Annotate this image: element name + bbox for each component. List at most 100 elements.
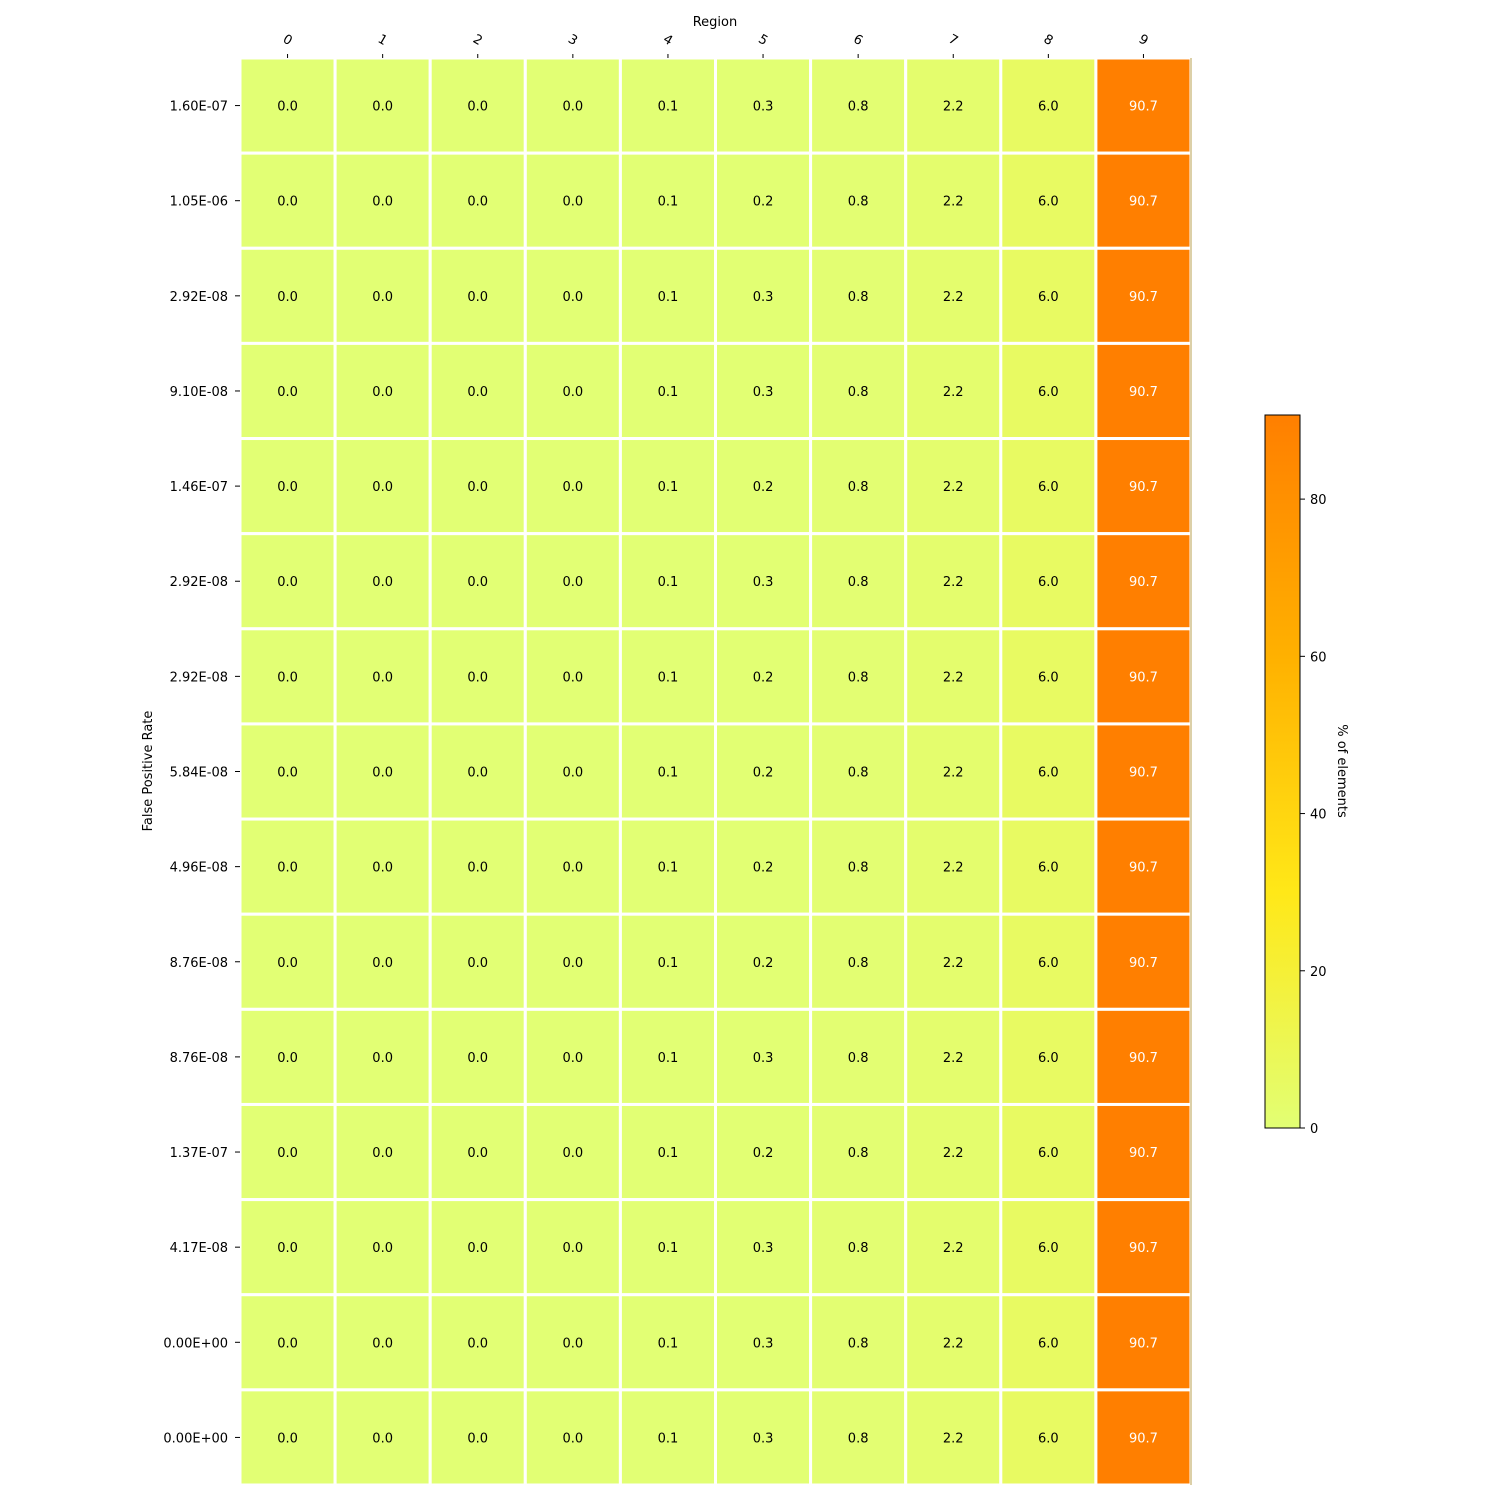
cell-value-label: 0.0 [467,1431,488,1446]
x-tick-label: 4 [660,32,675,49]
cell-value-label: 0.0 [277,1241,298,1256]
heatmap-cell [618,817,718,916]
heatmap-cell [714,1102,813,1202]
heatmap-cell [999,532,1098,631]
heatmap-cell [999,817,1098,916]
cell-value-label: 0.0 [372,1146,393,1161]
cell-value-label: 0.1 [658,290,679,305]
y-tick-label: 1.46E-07 [170,480,228,495]
cell-value-label: 0.1 [658,1241,679,1256]
cell-value-label: 90.7 [1129,290,1158,305]
cell-value-label: 0.0 [563,670,584,685]
heatmap-cell [904,56,1003,155]
cell-value-label: 0.0 [372,861,393,876]
cell-value-label: 0.0 [467,290,488,305]
cell-value-label: 0.0 [372,1051,393,1066]
cell-value-label: 0.0 [467,575,488,590]
cell-value-label: 2.2 [943,1241,964,1256]
heatmap-cell [1094,1102,1193,1202]
x-tick-label: 1 [375,32,390,49]
heatmap-cell [714,56,813,155]
colorbar-tick-label: 20 [1310,965,1327,980]
cell-value-label: 0.0 [563,195,584,210]
heatmap-cell [999,722,1098,821]
cell-value-label: 0.0 [467,100,488,115]
heatmap-cell [809,912,908,1011]
cell-value-label: 0.3 [753,1336,774,1351]
cell-value-label: 0.3 [753,1431,774,1446]
cell-value-label: 2.2 [943,290,964,305]
cell-value-label: 0.8 [848,1146,869,1161]
cell-value-label: 2.2 [943,480,964,495]
heatmap-cell [333,1388,432,1487]
cell-value-label: 0.1 [658,861,679,876]
cell-value-label: 2.2 [943,385,964,400]
heatmap-cell [904,437,1003,536]
heatmap-cell [523,1007,622,1106]
y-tick-label: 9.10E-08 [170,385,228,400]
cell-value-label: 0.3 [753,575,774,590]
heatmap-cell [1094,1388,1193,1487]
cell-value-label: 0.3 [753,100,774,115]
cell-value-label: 0.8 [848,480,869,495]
heatmap-cell [333,56,432,155]
cell-value-label: 0.0 [563,100,584,115]
cell-value-label: 6.0 [1038,1146,1059,1161]
cell-value-label: 0.8 [848,861,869,876]
cell-value-label: 0.0 [372,956,393,971]
heatmap-cell [238,1293,337,1392]
cell-value-label: 90.7 [1129,1051,1158,1066]
cell-value-label: 0.0 [277,385,298,400]
heatmap-cell [618,722,718,821]
heatmap-cell [809,627,908,726]
colorbar-label: % of elements [1334,724,1349,818]
cell-value-label: 6.0 [1038,195,1059,210]
colorbar-tick-label: 80 [1310,493,1327,508]
cell-value-label: 0.0 [277,861,298,876]
cell-value-label: 0.0 [372,766,393,781]
cell-value-label: 6.0 [1038,670,1059,685]
heatmap-cell [333,1198,432,1297]
heatmap-cell [809,437,908,536]
heatmap-cell [999,1198,1098,1297]
heatmap-cell [999,1293,1098,1392]
cell-value-label: 0.0 [467,670,488,685]
cell-value-label: 2.2 [943,575,964,590]
cell-value-label: 6.0 [1038,861,1059,876]
x-tick-label: 7 [946,32,961,49]
x-tick-label: 8 [1041,32,1056,49]
heatmap-cell [333,1102,432,1202]
cell-value-label: 90.7 [1129,1431,1158,1446]
y-tick-label: 2.92E-08 [170,290,228,305]
cell-value-label: 0.0 [563,290,584,305]
heatmap-cell [428,532,527,631]
cell-value-label: 0.8 [848,670,869,685]
cell-value-label: 0.0 [372,1241,393,1256]
cell-value-label: 0.3 [753,1241,774,1256]
cell-value-label: 0.0 [372,480,393,495]
heatmap-cell [809,1198,908,1297]
heatmap-cell [714,1198,813,1297]
cell-value-label: 0.0 [277,956,298,971]
cell-value-label: 2.2 [943,861,964,876]
cell-value-label: 0.0 [372,385,393,400]
cell-value-label: 0.0 [277,670,298,685]
heatmap-cell [618,437,718,536]
cell-value-label: 90.7 [1129,766,1158,781]
cell-value-label: 6.0 [1038,575,1059,590]
cell-value-label: 0.0 [277,1051,298,1066]
cell-value-label: 0.1 [658,766,679,781]
cell-value-label: 0.0 [372,195,393,210]
heatmap-cell [618,912,718,1011]
colorbar-gradient [1264,414,1301,1129]
heatmap-cell [428,1198,527,1297]
heatmap-cell [904,1007,1003,1106]
heatmap-cell [714,722,813,821]
cell-value-label: 6.0 [1038,1241,1059,1256]
cell-value-label: 0.1 [658,670,679,685]
cell-value-label: 0.0 [563,1431,584,1446]
cell-value-label: 90.7 [1129,670,1158,685]
cell-value-label: 0.0 [467,1241,488,1256]
heatmap-cell [714,341,813,441]
colorbar-tick-label: 0 [1310,1122,1318,1137]
